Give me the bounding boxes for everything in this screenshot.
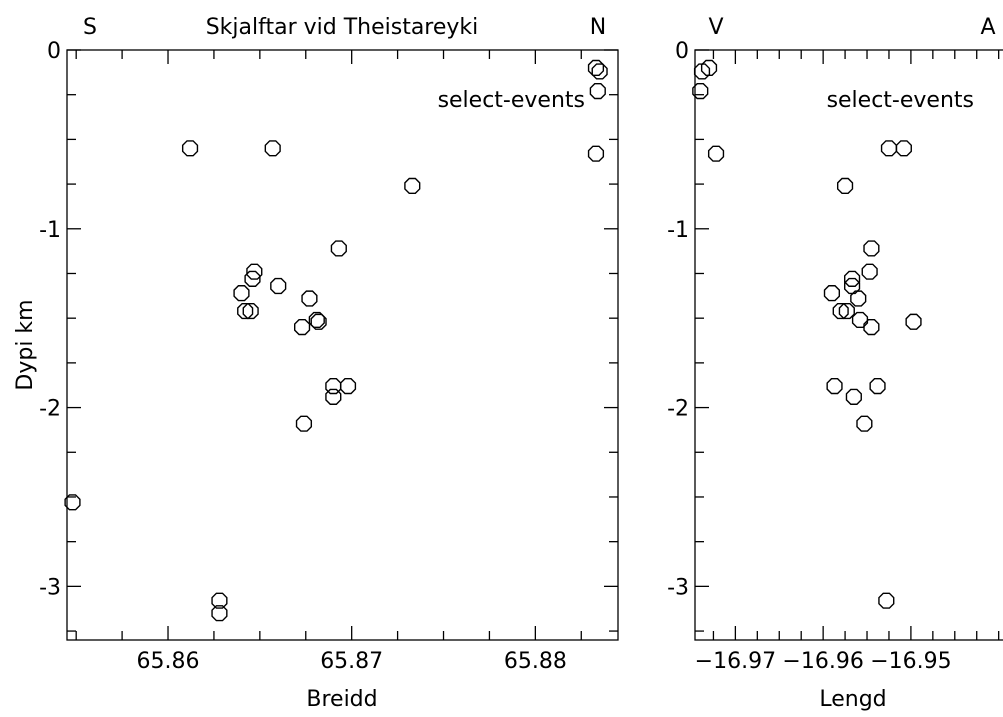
x-tick-label: −16.96	[782, 649, 863, 674]
data-point-latitude	[330, 240, 347, 257]
data-point-latitude	[294, 319, 311, 336]
data-point-longitude	[905, 313, 922, 330]
data-point-longitude	[707, 145, 725, 162]
data-point-longitude	[832, 302, 849, 320]
y-tick-label: -3	[667, 575, 689, 600]
x-tick-label: −16.97	[695, 649, 776, 674]
x-tick-label: 65.87	[320, 649, 383, 674]
y-tick-label: -1	[667, 218, 689, 243]
data-point-latitude	[325, 388, 342, 405]
data-point-longitude	[863, 240, 880, 257]
data-point-latitude	[211, 605, 228, 622]
y-tick-label: 0	[675, 39, 689, 64]
y-tick-label: -3	[39, 575, 61, 600]
data-point-longitude	[844, 270, 861, 287]
y-tick-label: -2	[39, 397, 61, 422]
data-point-longitude	[850, 290, 867, 307]
chart-title: Skjalftar vid Theistareyki	[206, 15, 479, 40]
data-point-latitude	[246, 263, 263, 280]
data-point-latitude	[339, 378, 357, 395]
data-points-latitude	[64, 59, 608, 622]
data-point-latitude	[587, 59, 605, 76]
y-axis-label-depth: Dypi km	[13, 299, 38, 390]
data-point-longitude	[838, 302, 855, 320]
x-tick-label: 65.88	[504, 649, 567, 674]
data-point-longitude	[700, 59, 718, 76]
data-point-latitude	[301, 290, 318, 307]
data-point-latitude	[295, 415, 313, 432]
x-tick-label: −16.95	[870, 649, 951, 674]
corner-label-south: S	[83, 15, 97, 40]
data-point-longitude	[851, 311, 869, 329]
data-point-latitude	[589, 83, 606, 100]
y-tick-label: -1	[39, 218, 61, 243]
data-point-latitude	[233, 285, 250, 302]
y-tick-label: 0	[47, 39, 61, 64]
data-point-longitude	[861, 263, 878, 280]
data-point-longitude	[878, 592, 895, 609]
data-point-longitude	[880, 140, 898, 157]
plot-frame-latitude	[66, 49, 619, 641]
data-point-latitude	[242, 302, 259, 320]
x-tick-label: 65.86	[137, 649, 200, 674]
panel-latitude-depth: S Skjalftar vid Theistareyki N select-ev…	[13, 15, 619, 712]
data-point-longitude	[856, 415, 873, 432]
data-point-latitude	[244, 270, 261, 287]
corner-label-west: V	[708, 15, 723, 40]
data-point-latitude	[325, 378, 342, 395]
data-point-longitude	[845, 388, 862, 405]
data-point-longitude	[693, 63, 711, 80]
data-point-latitude	[264, 140, 281, 157]
data-point-longitude	[836, 177, 854, 194]
data-points-longitude	[692, 59, 922, 609]
data-point-longitude	[692, 83, 709, 100]
data-point-latitude	[310, 313, 327, 330]
corner-label-north: N	[590, 15, 606, 40]
annotation-select-events: select-events	[827, 88, 974, 113]
data-point-latitude	[211, 592, 228, 609]
axis-ticks-longitude: −16.97 −16.96 −16.95 0 -1 -2 -3	[667, 39, 1000, 674]
data-point-longitude	[869, 378, 886, 395]
data-point-longitude	[863, 319, 880, 336]
corner-label-east: A	[980, 15, 995, 40]
annotation-select-events: select-events	[438, 88, 585, 113]
axis-ticks-latitude: 65.86 65.87 65.88 0 -1 -2 -3	[39, 39, 618, 674]
data-point-latitude	[587, 145, 605, 162]
x-axis-label-longitude: Lengd	[819, 687, 886, 712]
data-point-longitude	[895, 140, 912, 157]
data-point-latitude	[64, 494, 81, 511]
data-point-latitude	[404, 177, 421, 194]
data-point-longitude	[826, 378, 843, 395]
data-point-latitude	[237, 302, 254, 320]
y-tick-label: -2	[667, 397, 689, 422]
data-point-longitude	[823, 285, 841, 302]
x-axis-label-latitude: Breidd	[306, 687, 377, 712]
panel-longitude-depth: V A select-events Lengd −16.97 −16.96 −16.…	[667, 15, 1003, 712]
data-point-latitude	[591, 63, 608, 80]
data-point-latitude	[270, 277, 287, 295]
data-point-latitude	[181, 140, 199, 157]
plot-frame-longitude	[694, 49, 1003, 641]
